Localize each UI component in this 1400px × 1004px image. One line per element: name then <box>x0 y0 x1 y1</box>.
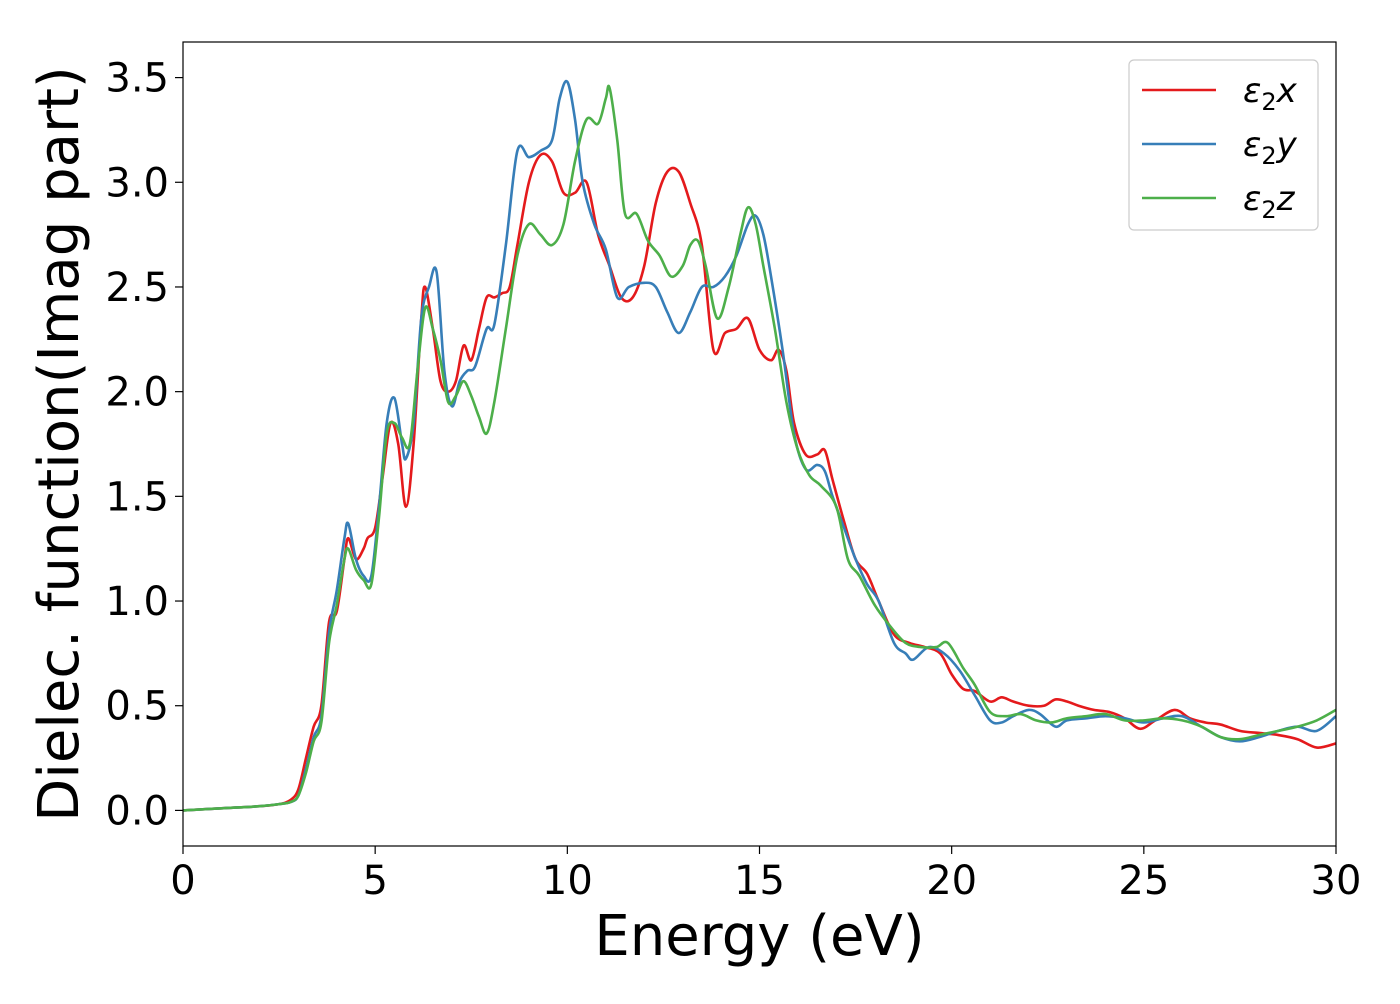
y-axis: 0.0 0.5 1.0 1.5 2.0 2.5 3.0 3.5 <box>105 56 183 834</box>
legend-label-y: ε2y <box>1243 125 1298 170</box>
x-tick-label: 10 <box>542 858 593 904</box>
x-tick-label: 0 <box>170 858 195 904</box>
y-tick-label: 3.0 <box>105 160 169 206</box>
series-layer <box>183 79 1336 812</box>
y-tick-label: 3.5 <box>105 56 169 102</box>
x-tick-label: 30 <box>1311 858 1362 904</box>
x-tick-label: 20 <box>926 858 977 904</box>
y-tick-label: 2.5 <box>105 265 169 311</box>
legend-label-z: ε2z <box>1243 179 1296 224</box>
x-tick-label: 15 <box>734 858 785 904</box>
series-line-z <box>183 84 1336 812</box>
y-tick-label: 2.0 <box>105 370 169 416</box>
x-tick-label: 25 <box>1118 858 1169 904</box>
x-axis-label: Energy (eV) <box>594 904 924 969</box>
legend-box <box>1128 59 1319 231</box>
legend-label-x: ε2x <box>1243 71 1298 116</box>
y-axis-label: Dielec. function(Imag part) <box>27 66 92 822</box>
legend: ε2x ε2y ε2z <box>1128 59 1319 231</box>
y-tick-label: 1.0 <box>105 579 169 625</box>
x-tick-label: 5 <box>362 858 387 904</box>
plot-frame <box>182 41 1337 847</box>
y-tick-label: 1.5 <box>105 474 169 520</box>
x-axis: 0 5 10 15 20 25 30 <box>170 846 1361 904</box>
y-tick-label: 0.0 <box>105 788 169 834</box>
series-line-x <box>183 152 1336 812</box>
y-tick-label: 0.5 <box>105 684 169 730</box>
